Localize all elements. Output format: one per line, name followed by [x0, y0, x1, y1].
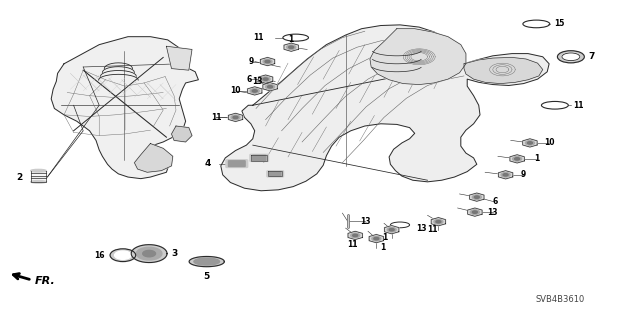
Polygon shape — [369, 234, 383, 243]
Polygon shape — [464, 57, 543, 84]
Circle shape — [527, 142, 532, 144]
Polygon shape — [523, 139, 537, 147]
Text: 13: 13 — [488, 208, 498, 217]
Circle shape — [472, 211, 477, 213]
Polygon shape — [499, 171, 513, 179]
Text: 13: 13 — [416, 224, 426, 233]
Ellipse shape — [557, 51, 584, 63]
Ellipse shape — [31, 169, 46, 172]
Circle shape — [515, 158, 520, 160]
Text: SVB4B3610: SVB4B3610 — [536, 295, 584, 304]
Text: 1: 1 — [289, 35, 294, 44]
Circle shape — [250, 89, 259, 93]
Text: 11: 11 — [211, 113, 221, 122]
FancyBboxPatch shape — [250, 154, 269, 161]
Circle shape — [501, 173, 510, 177]
Text: 10: 10 — [544, 138, 554, 147]
Text: 9: 9 — [521, 170, 526, 179]
Circle shape — [143, 250, 156, 257]
Text: 6: 6 — [492, 197, 497, 206]
Circle shape — [513, 157, 522, 161]
Polygon shape — [431, 218, 445, 226]
Text: 11: 11 — [427, 225, 437, 234]
Text: 7: 7 — [589, 52, 595, 61]
Polygon shape — [51, 37, 198, 179]
Polygon shape — [248, 87, 262, 95]
Text: 11: 11 — [573, 101, 583, 110]
Polygon shape — [221, 25, 549, 191]
Circle shape — [263, 78, 268, 80]
Ellipse shape — [194, 258, 220, 265]
Text: 11: 11 — [253, 33, 264, 42]
Text: 1: 1 — [383, 233, 388, 242]
Text: 13: 13 — [360, 217, 371, 226]
Circle shape — [289, 46, 294, 48]
Circle shape — [268, 85, 273, 88]
Text: 11: 11 — [347, 240, 357, 249]
Circle shape — [263, 59, 272, 64]
Polygon shape — [370, 29, 466, 85]
Text: 16: 16 — [95, 251, 105, 260]
Circle shape — [233, 116, 238, 119]
FancyBboxPatch shape — [269, 172, 281, 176]
Text: 15: 15 — [554, 19, 564, 28]
Polygon shape — [510, 155, 524, 163]
Text: 9: 9 — [249, 57, 254, 66]
Circle shape — [474, 196, 479, 198]
Circle shape — [372, 236, 381, 241]
Circle shape — [136, 247, 162, 260]
Text: 1: 1 — [534, 154, 539, 163]
Circle shape — [389, 228, 394, 231]
Ellipse shape — [31, 181, 46, 183]
Circle shape — [131, 245, 167, 263]
Ellipse shape — [189, 256, 225, 267]
Polygon shape — [166, 46, 192, 70]
Text: 5: 5 — [204, 272, 210, 281]
FancyBboxPatch shape — [228, 161, 245, 167]
Circle shape — [287, 45, 296, 49]
Circle shape — [353, 234, 358, 237]
Text: 10: 10 — [230, 86, 241, 95]
Polygon shape — [470, 193, 484, 201]
Ellipse shape — [562, 53, 580, 61]
Polygon shape — [468, 208, 482, 216]
Circle shape — [265, 60, 270, 63]
Circle shape — [434, 219, 443, 224]
Circle shape — [436, 220, 441, 223]
Text: 3: 3 — [172, 249, 178, 258]
Circle shape — [470, 210, 479, 214]
Text: 2: 2 — [16, 173, 22, 182]
Circle shape — [266, 85, 275, 89]
Circle shape — [110, 249, 136, 262]
FancyBboxPatch shape — [253, 155, 266, 160]
Polygon shape — [259, 75, 273, 83]
FancyBboxPatch shape — [226, 160, 248, 167]
Polygon shape — [348, 231, 362, 240]
Circle shape — [351, 233, 360, 238]
Circle shape — [261, 77, 270, 81]
Polygon shape — [385, 226, 399, 234]
Text: FR.: FR. — [35, 276, 55, 286]
Circle shape — [231, 115, 240, 120]
Polygon shape — [134, 144, 173, 172]
FancyBboxPatch shape — [267, 171, 284, 177]
Text: 1: 1 — [380, 243, 385, 252]
Circle shape — [115, 251, 131, 259]
Polygon shape — [228, 113, 243, 122]
Polygon shape — [260, 57, 275, 66]
Circle shape — [387, 227, 396, 232]
Polygon shape — [263, 83, 277, 91]
Circle shape — [374, 237, 379, 240]
Circle shape — [252, 90, 257, 92]
Circle shape — [525, 141, 534, 145]
Text: 13: 13 — [252, 77, 262, 85]
Text: 6: 6 — [247, 75, 252, 84]
Circle shape — [472, 195, 481, 199]
Text: 4: 4 — [205, 159, 211, 168]
Circle shape — [503, 174, 508, 176]
Polygon shape — [172, 126, 192, 142]
Polygon shape — [284, 43, 298, 51]
